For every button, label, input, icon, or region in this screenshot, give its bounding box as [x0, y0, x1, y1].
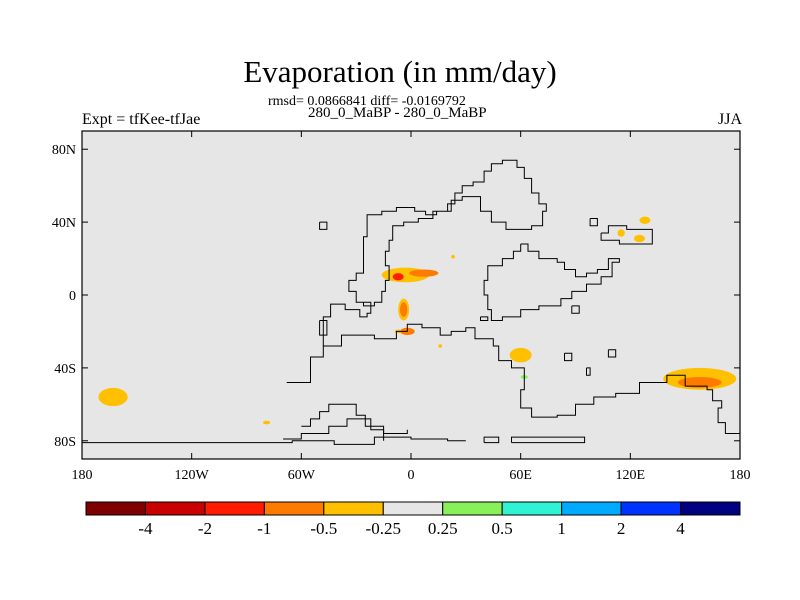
anomaly-region-6 [400, 302, 408, 317]
coastline-2 [283, 418, 385, 441]
y-tick-label: 80S [54, 435, 76, 450]
colorbar-swatch-6 [442, 501, 503, 516]
coastline-8 [600, 225, 653, 245]
coastline-0 [82, 436, 466, 445]
colorbar-label: 0.5 [492, 519, 513, 538]
anomaly-region-9 [509, 347, 532, 363]
colorbar-label: -4 [138, 519, 153, 538]
colorbar-label: -1 [257, 519, 271, 538]
colorbar-label: 4 [676, 519, 685, 538]
colorbar-swatch-0 [85, 501, 146, 516]
x-tick-label: 120W [175, 468, 210, 483]
anomaly-region-0 [98, 387, 128, 407]
anomaly-region-15 [639, 216, 651, 224]
coastline-13 [607, 349, 617, 358]
experiment-label: Expt = tfKee-tfJae [82, 111, 201, 128]
coastline-4 [511, 436, 586, 444]
x-tick-label: 60W [288, 468, 316, 483]
colorbar-swatch-8 [561, 501, 622, 516]
anomaly-region-4 [392, 273, 404, 281]
anomaly-region-13 [617, 229, 625, 237]
coastlines [82, 159, 740, 445]
y-tick-label: 0 [69, 289, 76, 304]
anomaly-region-14 [633, 234, 645, 243]
coastline-16 [586, 367, 591, 376]
colorbar-swatch-5 [382, 501, 444, 516]
colorbar-swatch-1 [144, 501, 206, 516]
x-tick-label: 180 [72, 468, 93, 483]
x-tick-label: 60E [509, 468, 532, 483]
colorbar-swatch-3 [263, 501, 325, 516]
anomaly-region-16 [451, 254, 455, 259]
colorbar-label: -0.5 [310, 519, 337, 538]
anomaly-contours [98, 216, 737, 425]
y-tick-label: 40S [54, 362, 76, 377]
colorbar-swatch-4 [323, 501, 384, 516]
coastline-6 [322, 159, 547, 346]
chart-title: Evaporation (in mm/day) [243, 54, 557, 89]
coastline-7 [483, 243, 620, 321]
map-plot-area [82, 131, 740, 459]
chart-subtitle: 280_0_MaBP - 280_0_MaBP [308, 105, 487, 121]
coastline-12 [589, 218, 598, 227]
colorbar-swatch-2 [204, 501, 265, 516]
colorbar-swatch-7 [501, 501, 563, 516]
x-tick-label: 0 [408, 468, 415, 483]
colorbar-label: -0.25 [366, 519, 401, 538]
coastline-10 [319, 320, 328, 336]
anomaly-region-1 [262, 420, 271, 425]
anomaly-region-3 [409, 269, 439, 277]
colorbar-swatch-10 [680, 501, 741, 516]
anomaly-region-12 [677, 377, 722, 388]
coastline-9 [319, 221, 328, 230]
x-tick-label: 180 [730, 468, 751, 483]
coastline-1 [301, 403, 408, 434]
colorbar-label: -2 [198, 519, 212, 538]
x-tick-label: 120E [616, 468, 646, 483]
axis-ticks: 180 120W 60W 0 60E 120E 180 80N 40N 0 40S 80S [52, 131, 751, 483]
anomaly-region-17 [438, 344, 443, 348]
colorbar-label: 1 [557, 519, 566, 538]
y-tick-label: 40N [52, 216, 76, 231]
colorbar-swatch-9 [620, 501, 682, 516]
colorbar-label: 0.25 [428, 519, 458, 538]
y-tick-label: 80N [52, 143, 76, 158]
coastline-5 [286, 323, 740, 439]
colorbar: -4 -2 -1 -0.5 -0.25 0.25 0.5 1 2 4 [85, 501, 741, 538]
stats-line: rmsd= 0.0866841 diff= -0.0169792 [268, 94, 466, 109]
coastline-14 [564, 352, 573, 362]
coastline-11 [571, 305, 580, 314]
colorbar-label: 2 [617, 519, 626, 538]
coastline-3 [483, 436, 500, 444]
coastline-15 [480, 316, 489, 321]
season-label: JJA [717, 111, 742, 128]
